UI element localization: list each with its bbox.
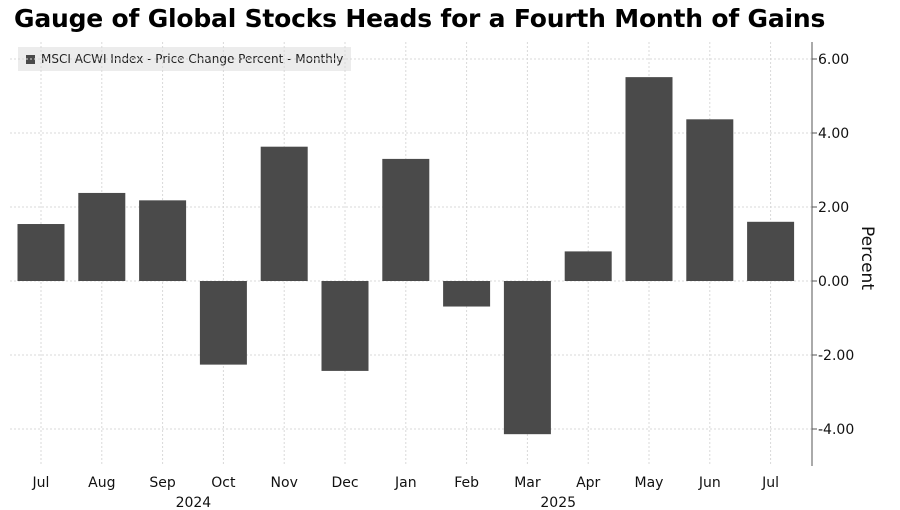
- bars: [17, 77, 795, 435]
- x-tick-label: Apr: [576, 475, 600, 491]
- x-tick-label: Jul: [32, 475, 50, 491]
- x-tick-label: Dec: [331, 475, 358, 491]
- y-tick-label: 4.00: [818, 126, 849, 142]
- chart-title: Gauge of Global Stocks Heads for a Fourt…: [14, 4, 826, 33]
- bar: [17, 224, 65, 281]
- bar: [139, 200, 187, 281]
- y-tick-label: 0.00: [818, 274, 849, 290]
- bar: [199, 281, 247, 365]
- bar: [382, 158, 430, 281]
- x-tick-label: Jun: [698, 475, 721, 491]
- x-tick-label: Jul: [761, 475, 779, 491]
- y-axis: 6.00 4.00 2.00 0.00 -2.00 -4.00: [811, 42, 854, 466]
- bar: [260, 146, 308, 281]
- x-tick-label: Oct: [211, 475, 236, 491]
- y-tick-label: 6.00: [818, 52, 849, 68]
- y-tick-label: 2.00: [818, 200, 849, 216]
- x-tick-label: Feb: [454, 475, 479, 491]
- x-axis-labels: Jul Aug Sep Oct Nov Dec Jan Feb Mar Apr May Jun Jul 2…: [32, 475, 780, 510]
- x-year-label: 2025: [540, 495, 576, 510]
- bar: [321, 281, 369, 371]
- x-tick-label: Nov: [271, 475, 298, 491]
- bar: [686, 119, 734, 281]
- bar: [503, 281, 551, 435]
- y-tick-label: -2.00: [818, 348, 854, 364]
- bar: [443, 281, 491, 307]
- x-year-label: 2024: [176, 495, 212, 510]
- x-tick-label: Mar: [514, 475, 541, 491]
- y-tick-label: -4.00: [818, 422, 854, 438]
- legend-label: MSCI ACWI Index - Price Change Percent -…: [41, 52, 344, 66]
- x-tick-label: Sep: [149, 475, 176, 491]
- x-tick-label: Jan: [394, 475, 417, 491]
- x-tick-label: May: [635, 475, 664, 491]
- y-axis-title: Percent: [857, 226, 877, 290]
- bar: [78, 192, 126, 281]
- bar: [625, 77, 673, 281]
- bar: [747, 221, 795, 281]
- x-tick-label: Aug: [88, 475, 115, 491]
- bar: [564, 251, 612, 281]
